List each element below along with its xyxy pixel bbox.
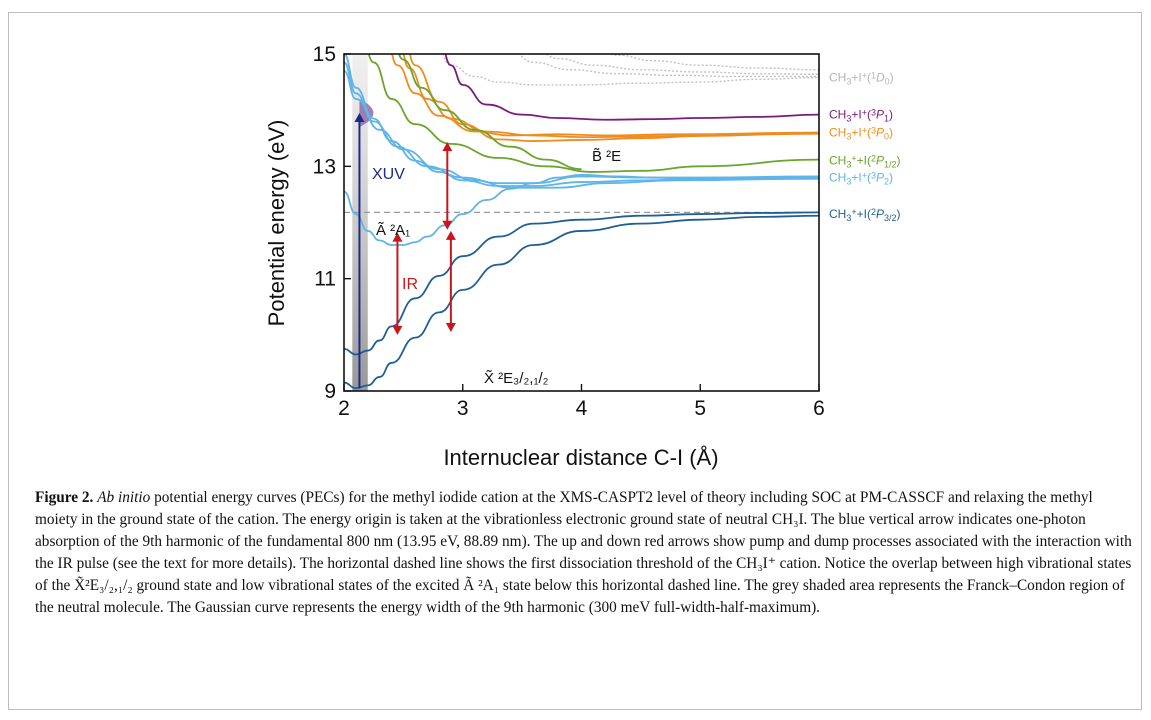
y-tick-label-1: 11: [314, 268, 336, 291]
series-line-8: [367, 54, 819, 173]
series-line-13: [344, 173, 819, 246]
series-line-5: [409, 54, 819, 142]
caption-italic-start: Ab initio: [97, 489, 151, 506]
arrow-head-up-2: [442, 142, 453, 152]
x-tick-label-3: 5: [694, 397, 706, 420]
ir-label: IR: [402, 276, 418, 293]
state-b-label: B̃ ²E: [592, 148, 621, 165]
series-line-14: [344, 211, 819, 356]
y-tick-label-0: 9: [324, 380, 336, 403]
series-line-12: [344, 69, 819, 189]
figure-caption: Figure 2. Ab initio potential energy cur…: [35, 487, 1135, 619]
curve-label-3: CH3++I(2P1/2): [829, 154, 901, 170]
x-axis-title: Internuclear distance C-I (Å): [443, 445, 718, 470]
series-line-2: [545, 54, 819, 75]
curve-label-2: CH3+I+(3P0): [829, 125, 893, 141]
series-line-9: [398, 54, 582, 171]
arrow-head-down-2: [442, 220, 453, 230]
y-tick-label-3: 15: [313, 43, 336, 66]
x-tick-label-2: 4: [576, 397, 588, 420]
curve-label-5: CH3++I(2P3/2): [829, 207, 901, 223]
y-axis-title: Potential energy (eV): [264, 120, 289, 327]
series-line-0: [442, 54, 819, 86]
arrow-head-up-3: [445, 230, 456, 240]
caption-text: potential energy curves (PECs) for the m…: [35, 489, 1132, 616]
x-tick-label-4: 6: [813, 397, 825, 420]
arrow-head-down-1: [392, 325, 403, 335]
x-tick-label-0: 2: [338, 397, 350, 420]
y-tick-label-2: 13: [313, 155, 336, 178]
curve-label-4: CH3+I+(3P2): [829, 170, 893, 186]
series-line-15: [344, 214, 819, 390]
arrow-head-up-0: [354, 112, 365, 122]
xuv-label: XUV: [372, 166, 405, 183]
arrow-head-down-3: [445, 323, 456, 333]
x-tick-label-1: 3: [457, 397, 469, 420]
series-line-1: [517, 54, 819, 78]
plot-frame: [343, 53, 820, 392]
state-x-label: X̃ ²E₃/₂,₁/₂: [484, 370, 549, 387]
state-a-label: Ã ²A₁: [376, 222, 410, 239]
arrow-head-up-1: [392, 232, 403, 242]
curve-label-0: CH3+I+(1D0): [829, 70, 894, 86]
series-line-7: [391, 54, 819, 137]
caption-figure-label: Figure 2.: [35, 489, 94, 506]
curve-label-1: CH3+I+(3P1): [829, 108, 893, 124]
figure-frame: 2 3 4 5 6 9 11 13 15 CH3+I+(1D0) CH3+I+(3P1) CH3+I…: [8, 12, 1142, 710]
series-line-4: [444, 54, 819, 121]
